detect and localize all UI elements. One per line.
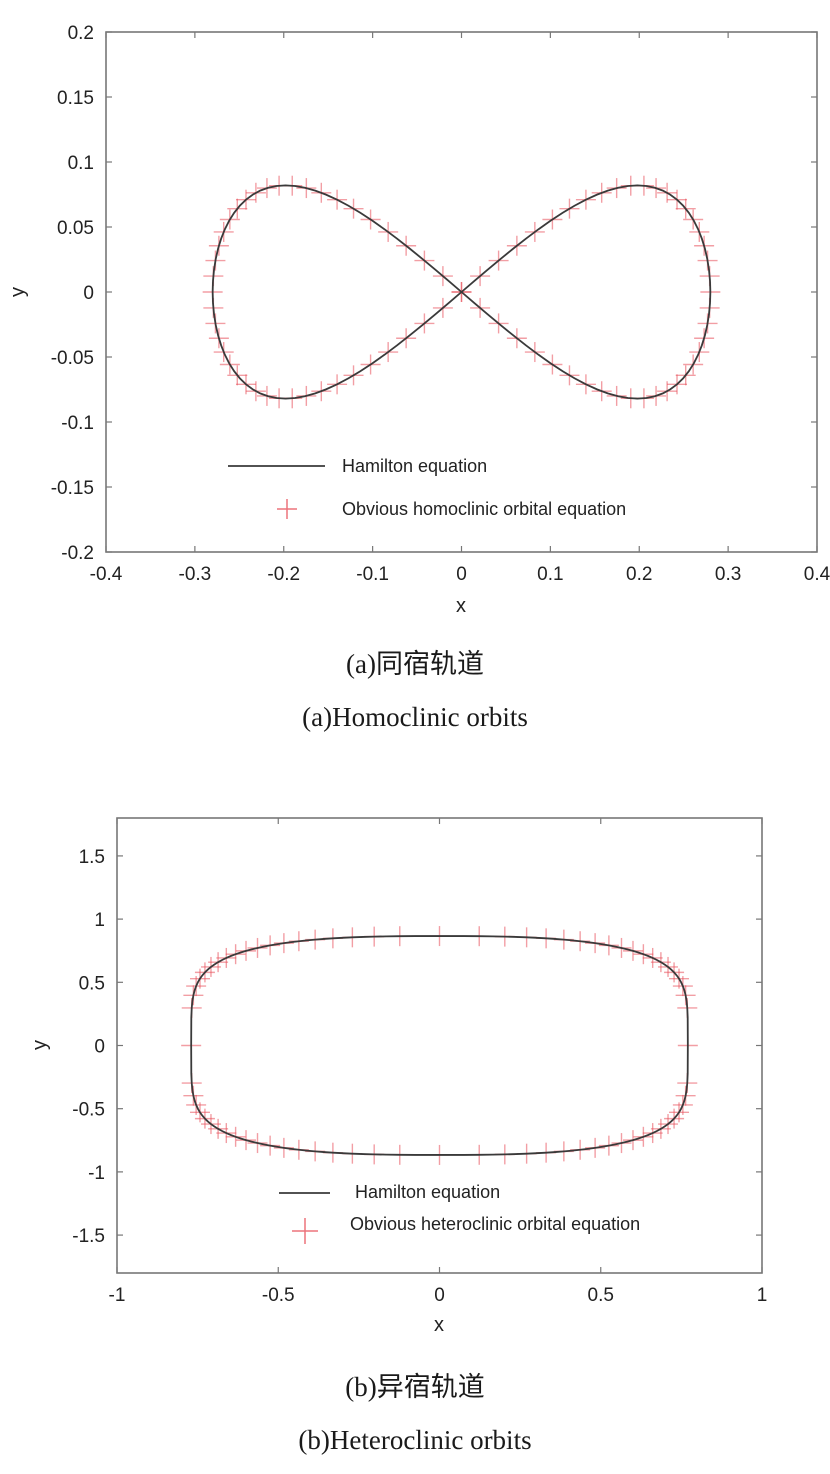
series-line-hamilton — [190, 935, 689, 1156]
x-tick-label: 0.4 — [804, 564, 830, 585]
x-tick-label: 0.1 — [537, 564, 563, 585]
x-tick-label: 0.5 — [588, 1285, 614, 1306]
legend-label-series-2: Obvious homoclinic orbital equation — [342, 499, 626, 519]
y-tick-label: -0.2 — [61, 543, 94, 564]
y-tick-label: 0 — [94, 1037, 105, 1058]
y-tick-label: 1 — [94, 910, 105, 931]
y-tick-label: -1.5 — [72, 1226, 105, 1247]
tick-marks — [105, 31, 818, 553]
x-tick-label: -0.4 — [90, 564, 123, 585]
x-tick-labels: -0.4 -0.3 -0.2 -0.1 0 0.1 0.2 0.3 0.4 — [90, 564, 830, 585]
series-line-hamilton — [211, 184, 712, 400]
x-axis-label: x — [456, 595, 466, 617]
x-tick-label: -1 — [109, 1285, 126, 1306]
y-tick-label: -0.05 — [51, 348, 94, 369]
legend-label-series-1: Hamilton equation — [342, 456, 487, 476]
x-tick-label: -0.2 — [267, 564, 300, 585]
x-tick-label: -0.1 — [356, 564, 389, 585]
legend: Hamilton equation Obvious homoclinic orb… — [228, 456, 626, 519]
y-tick-labels: -0.2 -0.15 -0.1 -0.05 0 0.05 0.1 0.15 0.2 — [51, 23, 94, 564]
figure-caption-en: (b)Heteroclinic orbits — [298, 1425, 532, 1455]
y-tick-label: -1 — [88, 1163, 105, 1184]
y-tick-label: 0.05 — [57, 218, 94, 239]
y-tick-label: 0.1 — [68, 153, 94, 174]
homoclinic-orbit-chart: -0.4 -0.3 -0.2 -0.1 0 0.1 0.2 0.3 0.4 -0.2-0.15-… — [7, 23, 830, 617]
y-tick-label: -0.1 — [61, 413, 94, 434]
x-tick-label: 0.2 — [626, 564, 652, 585]
x-tick-label: 0 — [456, 564, 467, 585]
plot-area-frame — [116, 817, 763, 1274]
x-tick-label: 0.3 — [715, 564, 741, 585]
figure-caption-en: (a)Homoclinic orbits — [302, 702, 528, 732]
y-tick-labels: -1.5 -1 -0.5 0 0.5 1 1.5 — [72, 847, 105, 1247]
figure-caption-cn: (b)异宿轨道 — [345, 1372, 485, 1402]
legend-label-series-2: Obvious heteroclinic orbital equation — [350, 1214, 640, 1234]
tick-marks — [116, 818, 763, 1273]
x-tick-label: -0.5 — [262, 1285, 295, 1306]
y-tick-label: 1.5 — [79, 847, 105, 868]
x-tick-labels: -1 -0.5 0 0.5 1 — [109, 1285, 768, 1306]
legend-marker-swatch — [277, 499, 297, 519]
legend-label-series-1: Hamilton equation — [355, 1182, 500, 1202]
y-tick-label: 0.5 — [79, 973, 105, 994]
x-tick-label: 1 — [757, 1285, 768, 1306]
legend-marker-swatch — [292, 1218, 318, 1244]
heteroclinic-orbit-chart: -1 -0.5 0 0.5 1 -1.5 -1 -0.5 0 0.5 1 1.5 x y Hamil… — [29, 817, 768, 1336]
y-tick-label: 0 — [83, 283, 94, 304]
marker-series — [181, 926, 698, 1165]
y-tick-label: 0.2 — [68, 23, 94, 44]
y-axis-label: y — [7, 287, 29, 297]
x-tick-label: 0 — [434, 1285, 445, 1306]
x-tick-label: -0.3 — [179, 564, 212, 585]
y-tick-label: -0.15 — [51, 478, 94, 499]
y-axis-label: y — [29, 1040, 51, 1050]
figure-caption-cn: (a)同宿轨道 — [346, 649, 484, 679]
x-axis-label: x — [434, 1314, 444, 1336]
y-tick-label: 0.15 — [57, 88, 94, 109]
y-tick-label: -0.5 — [72, 1100, 105, 1121]
legend: Hamilton equation Obvious heteroclinic o… — [279, 1182, 640, 1244]
